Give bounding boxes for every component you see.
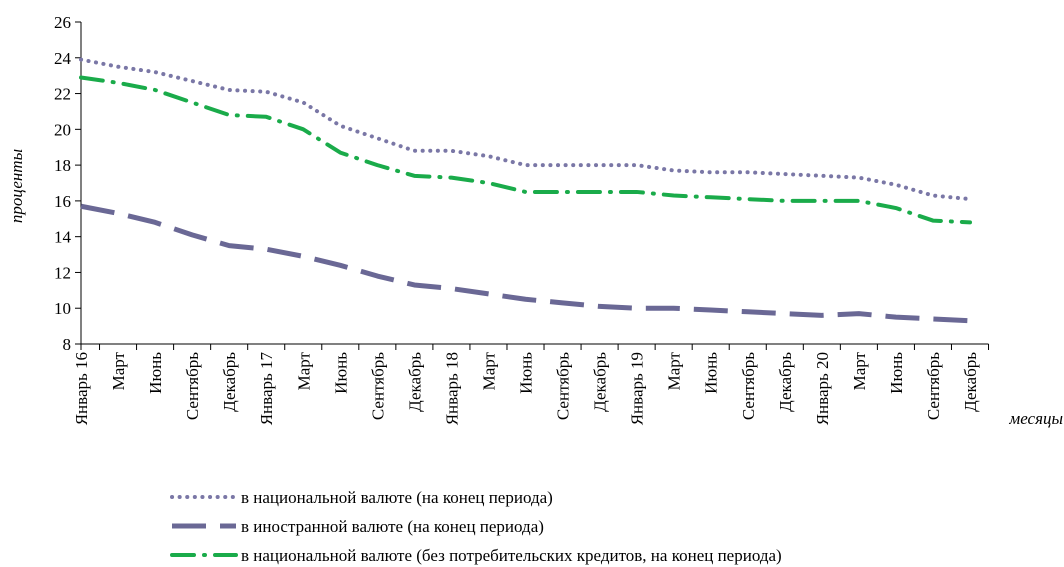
y-tick-label: 14 [54, 228, 72, 247]
x-tick-label: Декабрь [776, 352, 795, 412]
y-tick-label: 10 [54, 299, 71, 318]
x-tick-label: Январь 17 [257, 352, 276, 426]
x-tick-label: Сентябрь [183, 352, 202, 420]
series-line-2 [80, 203, 971, 324]
y-tick-label: 26 [54, 13, 71, 32]
series-line-3 [79, 75, 972, 225]
y-tick-label: 20 [54, 120, 71, 139]
x-tick-label: Декабрь [591, 352, 610, 412]
x-tick-label: Январь 19 [628, 352, 647, 425]
y-tick-label: 22 [54, 85, 71, 104]
x-tick-label: Март [294, 351, 313, 390]
y-tick-label: 12 [54, 263, 71, 282]
x-tick-label: Март [850, 351, 869, 390]
legend-label-2: в иностранной валюте (на конец периода) [241, 517, 544, 536]
x-axis: Январь 16 Март Июнь Сентябрь Декабрь Январь 1… [72, 343, 990, 426]
legend-label-3: в национальной валюте (без потребительск… [241, 546, 782, 565]
x-tick-label: Март [665, 351, 684, 390]
y-tick-label: 24 [54, 49, 72, 68]
x-tick-label: Январь 16 [72, 352, 91, 425]
x-tick-label: Июнь [331, 352, 350, 394]
x-tick-label: Сентябрь [924, 352, 943, 420]
y-tick-label: 8 [63, 335, 72, 354]
x-tick-label: Сентябрь [368, 352, 387, 420]
x-tick-label: Март [109, 351, 128, 390]
x-tick-label: Сентябрь [554, 352, 573, 420]
x-tick-label: Декабрь [405, 352, 424, 412]
y-axis-title: проценты [7, 149, 26, 223]
y-tick-label: 16 [54, 192, 71, 211]
x-tick-label: Июнь [887, 352, 906, 394]
x-tick-label: Январь 18 [442, 352, 461, 425]
legend-label-1: в национальной валюте (на конец периода) [241, 488, 553, 507]
legend: в национальной валюте (на конец периода)… [170, 488, 782, 565]
x-tick-label: Июнь [517, 352, 536, 394]
x-tick-label: Сентябрь [739, 352, 758, 420]
y-axis: 8 10 12 14 16 18 20 22 24 26 [54, 13, 82, 354]
x-tick-label: Январь 20 [813, 352, 832, 425]
x-tick-label: Март [479, 351, 498, 390]
series-lines [79, 57, 972, 324]
x-tick-label: Июнь [702, 352, 721, 394]
series-line-1 [79, 57, 972, 202]
x-axis-title: месяцы [1008, 409, 1063, 428]
x-tick-label: Декабрь [220, 352, 239, 412]
x-tick-label: Декабрь [961, 352, 980, 412]
y-tick-label: 18 [54, 156, 71, 175]
x-tick-label: Июнь [146, 352, 165, 394]
